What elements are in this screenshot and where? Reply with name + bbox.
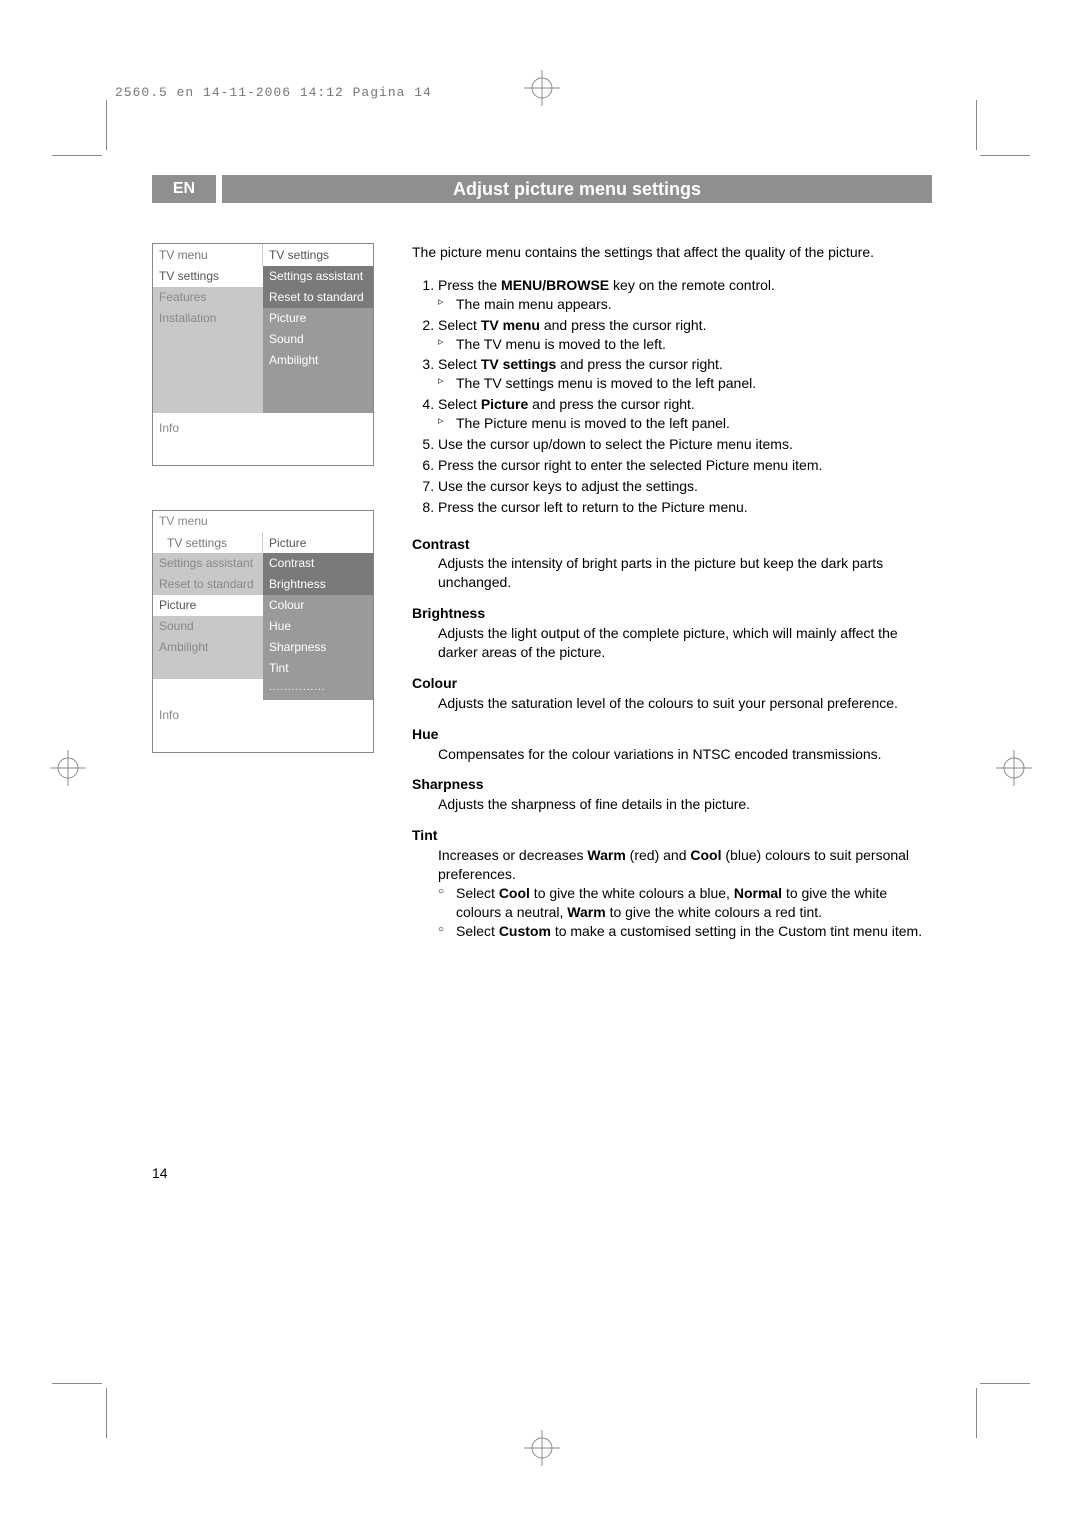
setting-brightness: Brightness Adjusts the light output of t… [412, 604, 932, 662]
step-1: Press the MENU/BROWSE key on the remote … [438, 276, 932, 314]
step-5: Use the cursor up/down to select the Pic… [438, 435, 932, 454]
step-7: Use the cursor keys to adjust the settin… [438, 477, 932, 496]
menu2-right-item: Sharpness [263, 637, 373, 658]
step-6: Press the cursor right to enter the sele… [438, 456, 932, 475]
menu2-header: TV menu [153, 511, 373, 532]
menu2-right-item: Tint [263, 658, 373, 679]
menu2-right-item: Brightness [263, 574, 373, 595]
tv-menu-box-1: TV menu TV settings TV settings Features… [152, 243, 374, 466]
menu1-left-item: TV settings [153, 266, 263, 287]
title-bar: EN Adjust picture menu settings [152, 175, 932, 203]
menu1-header-left: TV menu [153, 244, 263, 266]
menu1-right-item: Settings assistant [263, 266, 373, 287]
page-number: 14 [152, 1165, 168, 1181]
tint-bullet-2: Select Custom to make a customised setti… [438, 922, 932, 941]
menu1-right-item: Sound [263, 329, 373, 350]
menu2-right-item: Hue [263, 616, 373, 637]
print-header: 2560.5 en 14-11-2006 14:12 Pagina 14 [115, 85, 432, 100]
menu2-subheader-right: Picture [263, 532, 373, 553]
menu2-left-item: Ambilight [153, 637, 263, 658]
menu2-left-item: Reset to standard [153, 574, 263, 595]
menu2-right-item: ............... [263, 679, 373, 700]
menu1-left-item [153, 392, 263, 413]
menu1-right-item [263, 371, 373, 392]
reg-mark-top [524, 70, 560, 106]
setting-tint: Tint Increases or decreases Warm (red) a… [412, 826, 932, 940]
setting-colour: Colour Adjusts the saturation level of t… [412, 674, 932, 713]
step-4: Select Picture and press the cursor righ… [438, 395, 932, 433]
menu2-right-item: Colour [263, 595, 373, 616]
menu1-left-item: Installation [153, 308, 263, 329]
menu1-right-item: Picture [263, 308, 373, 329]
setting-hue: Hue Compensates for the colour variation… [412, 725, 932, 764]
menu2-left-item: Sound [153, 616, 263, 637]
menu2-left-item [153, 658, 263, 679]
setting-sharpness: Sharpness Adjusts the sharpness of fine … [412, 775, 932, 814]
menu1-right-item: Reset to standard [263, 287, 373, 308]
step-3: Select TV settings and press the cursor … [438, 355, 932, 393]
menu1-right-item [263, 392, 373, 413]
tint-bullet-1: Select Cool to give the white colours a … [438, 884, 932, 922]
menu1-left-item: Features [153, 287, 263, 308]
reg-mark-left [50, 750, 86, 786]
menu1-right-item: Ambilight [263, 350, 373, 371]
menu2-right-item: Contrast [263, 553, 373, 574]
menu1-left-item [153, 371, 263, 392]
menu1-info: Info [153, 413, 373, 465]
tv-menu-box-2: TV menu TV settings Picture Settings ass… [152, 510, 374, 753]
menu2-left-item: Picture [153, 595, 263, 616]
step-2: Select TV menu and press the cursor righ… [438, 316, 932, 354]
menu1-left-item [153, 329, 263, 350]
language-badge: EN [152, 175, 216, 203]
menu1-left-item [153, 350, 263, 371]
page-title: Adjust picture menu settings [222, 175, 932, 203]
reg-mark-right [996, 750, 1032, 786]
menu2-left-item: Settings assistant [153, 553, 263, 574]
step-8: Press the cursor left to return to the P… [438, 498, 932, 517]
steps-list: Press the MENU/BROWSE key on the remote … [412, 276, 932, 517]
intro-text: The picture menu contains the settings t… [412, 243, 932, 262]
reg-mark-bottom [524, 1430, 560, 1466]
menu1-header-right: TV settings [263, 244, 373, 266]
menu2-info: Info [153, 700, 373, 752]
menu2-subheader-left: TV settings [153, 532, 263, 553]
setting-contrast: Contrast Adjusts the intensity of bright… [412, 535, 932, 593]
